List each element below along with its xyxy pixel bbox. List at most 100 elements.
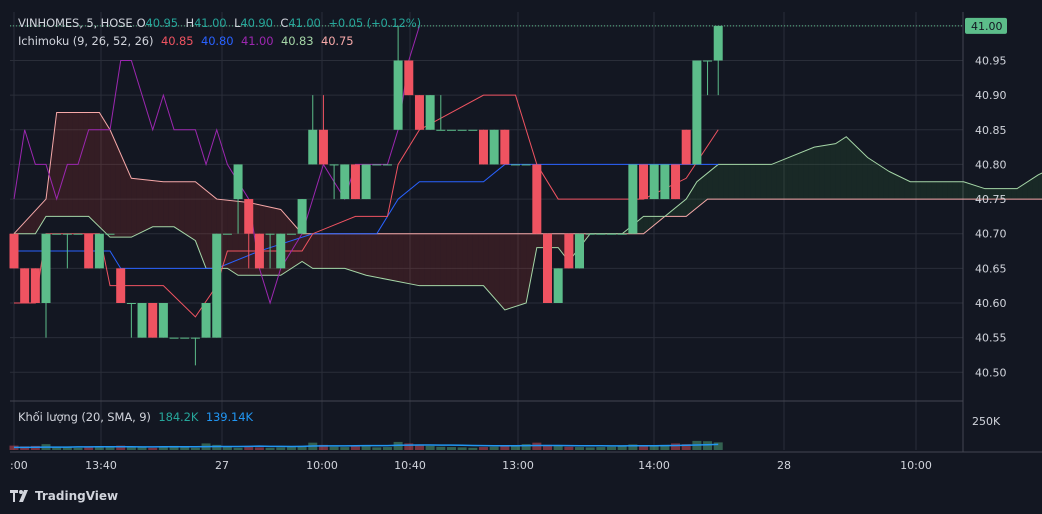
volume-title[interactable]: Khối lượng (20, SMA, 9): [18, 410, 151, 424]
candle[interactable]: [617, 233, 627, 235]
candle[interactable]: [564, 233, 574, 269]
candle[interactable]: [84, 233, 94, 269]
candle[interactable]: [52, 233, 62, 235]
price-tick-label: 40.55: [975, 332, 1007, 345]
candle[interactable]: [681, 129, 691, 165]
candle[interactable]: [276, 233, 286, 269]
candle-body: [137, 303, 147, 338]
candle[interactable]: [20, 268, 30, 303]
candle[interactable]: [212, 233, 222, 338]
candle[interactable]: [372, 164, 382, 166]
candle[interactable]: [468, 129, 478, 131]
candle[interactable]: [318, 95, 328, 165]
candle[interactable]: [607, 233, 617, 235]
candle[interactable]: [73, 233, 83, 235]
candle[interactable]: [553, 268, 563, 303]
volume-bar: [276, 447, 286, 450]
candle[interactable]: [639, 164, 649, 200]
candle[interactable]: [510, 164, 520, 166]
candle[interactable]: [222, 233, 232, 235]
volume-ma-value: 139.14K: [205, 410, 253, 424]
candle[interactable]: [446, 129, 456, 131]
candle[interactable]: [158, 303, 168, 338]
candle-body: [52, 233, 62, 235]
volume-legend[interactable]: Khối lượng (20, SMA, 9) 184.2K 139.14K: [18, 410, 257, 424]
candle[interactable]: [692, 60, 702, 165]
candle[interactable]: [543, 233, 552, 303]
candle[interactable]: [9, 233, 19, 269]
candle[interactable]: [393, 25, 403, 130]
ichimoku-lines: [13, 25, 1042, 318]
candle[interactable]: [660, 164, 670, 200]
cloud-segment: [515, 233, 521, 307]
cloud-segment: [83, 112, 89, 217]
candle[interactable]: [148, 303, 158, 338]
candle[interactable]: [190, 337, 200, 366]
candle[interactable]: [671, 164, 681, 200]
volume-bar: [116, 445, 126, 450]
cloud-segment: [355, 233, 361, 274]
candle[interactable]: [521, 164, 531, 166]
candle[interactable]: [308, 95, 318, 165]
candle[interactable]: [532, 164, 542, 234]
candle[interactable]: [489, 129, 499, 165]
candle[interactable]: [180, 337, 190, 339]
candle[interactable]: [62, 233, 72, 269]
candle[interactable]: [137, 303, 147, 338]
time-axis[interactable]: :00 13:40 27 10:00 10:40 13:00 14:00 28 10:00: [10, 459, 932, 472]
candle-body: [41, 233, 51, 303]
time-tick-label: 14:00: [638, 459, 670, 472]
price-axis[interactable]: 40.95 40.90 40.85 40.80 40.75 40.70 40.65 40.60…: [965, 17, 1007, 428]
candle[interactable]: [436, 95, 446, 131]
cloud-segment: [840, 136, 847, 200]
candle[interactable]: [340, 164, 350, 200]
candle[interactable]: [201, 303, 211, 338]
candle[interactable]: [649, 164, 659, 200]
candle[interactable]: [585, 233, 595, 235]
candle[interactable]: [382, 164, 392, 166]
candle[interactable]: [265, 233, 275, 269]
candle[interactable]: [478, 129, 488, 165]
candle[interactable]: [105, 233, 115, 235]
volume-bar: [564, 446, 574, 450]
symbol-legend[interactable]: VINHOMES, 5, HOSE O40.95 H41.00 L40.90 C4…: [18, 16, 425, 30]
symbol-name[interactable]: VINHOMES, 5, HOSE: [18, 16, 133, 30]
candle[interactable]: [169, 337, 179, 339]
candle[interactable]: [94, 233, 104, 269]
candle[interactable]: [30, 268, 40, 303]
candle[interactable]: [361, 164, 371, 200]
candle[interactable]: [404, 60, 414, 96]
candle[interactable]: [575, 233, 585, 269]
candle[interactable]: [628, 164, 638, 234]
candle[interactable]: [254, 233, 264, 269]
candle[interactable]: [457, 129, 467, 131]
candle[interactable]: [126, 303, 136, 338]
cloud-segment: [760, 164, 767, 200]
ichimoku-legend[interactable]: Ichimoku (9, 26, 52, 26) 40.85 40.80 41.…: [18, 34, 357, 48]
cloud-segment: [755, 164, 761, 200]
candle[interactable]: [41, 233, 51, 338]
candle[interactable]: [414, 95, 424, 130]
candle[interactable]: [703, 60, 713, 96]
candle[interactable]: [286, 233, 296, 235]
cloud-segment: [776, 160, 783, 200]
cloud-segment: [435, 233, 441, 286]
candle[interactable]: [244, 199, 254, 269]
candle-body: [393, 60, 403, 130]
volume-bar: [254, 447, 264, 450]
candle-body: [126, 303, 136, 304]
candle[interactable]: [233, 164, 243, 234]
tradingview-brand[interactable]: TradingView: [10, 489, 118, 503]
candle[interactable]: [116, 268, 126, 303]
candle[interactable]: [297, 199, 307, 234]
candle[interactable]: [425, 95, 435, 130]
candle[interactable]: [329, 164, 339, 200]
candle[interactable]: [713, 25, 723, 96]
ichimoku-title[interactable]: Ichimoku (9, 26, 52, 26): [18, 34, 154, 48]
cloud-segment: [638, 216, 644, 234]
cloud-segment: [478, 233, 484, 286]
candle[interactable]: [350, 164, 360, 200]
candle[interactable]: [500, 129, 510, 165]
candle[interactable]: [596, 233, 606, 235]
